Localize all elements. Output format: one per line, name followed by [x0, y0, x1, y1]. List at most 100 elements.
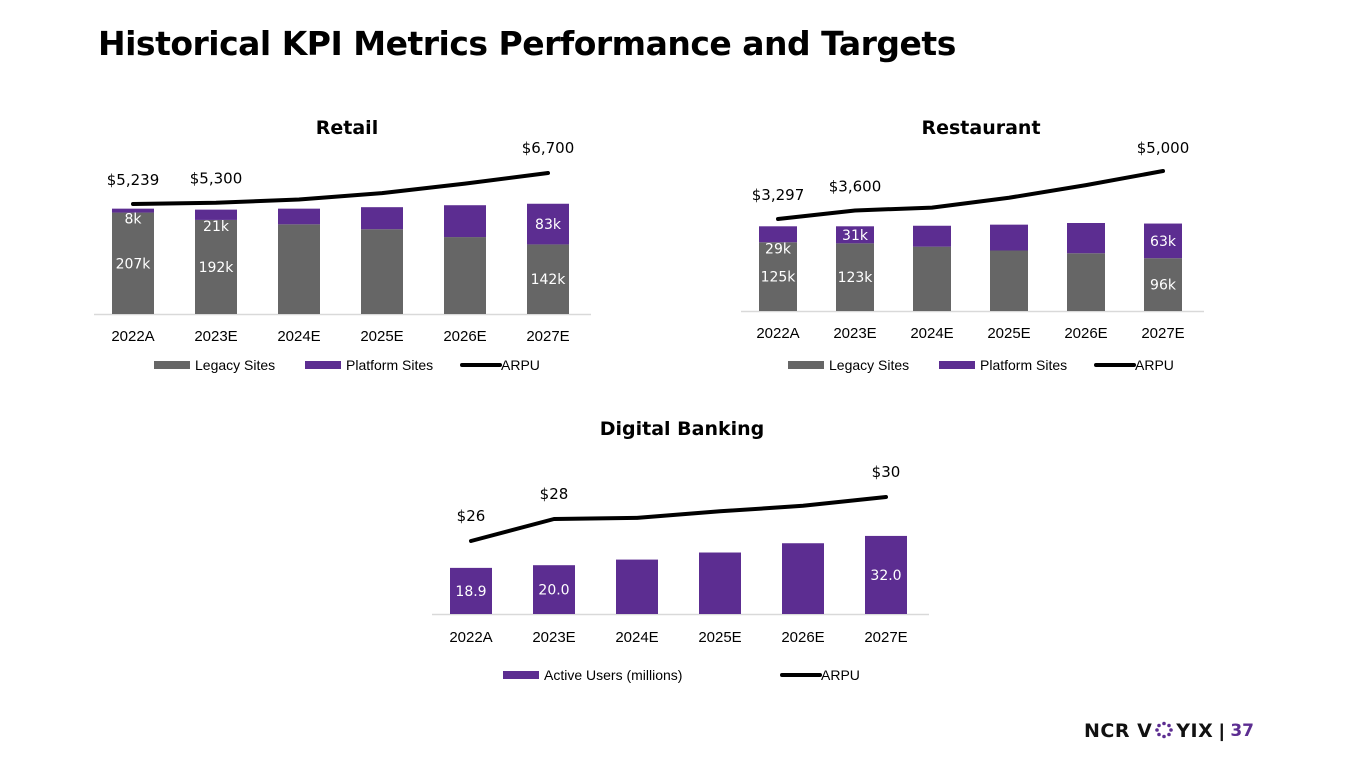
arpu-data-label: $6,700: [522, 139, 575, 157]
x-tick-label: 2026E: [1064, 325, 1107, 342]
arpu-data-label: $3,297: [752, 186, 805, 204]
bar-legacy-sites: [444, 237, 486, 314]
arpu-line: [469, 495, 888, 543]
bar-platform-sites: [759, 226, 797, 243]
bar-data-label: 125k: [761, 270, 797, 286]
bar-data-label: 192k: [199, 260, 235, 276]
bar-active-users-millions: [616, 559, 658, 614]
x-tick-label: 2022A: [449, 629, 492, 646]
bar-data-label: 63k: [1150, 234, 1177, 250]
bar-active-users-millions: [699, 552, 741, 614]
bar-data-label: 32.0: [870, 568, 901, 584]
x-tick-label: 2027E: [1141, 325, 1184, 342]
bar-data-label: 8k: [124, 212, 142, 228]
logo-dot-ring-icon: [1155, 721, 1174, 739]
x-tick-label: 2026E: [781, 629, 824, 646]
ncr-voyix-logo: NCR V YIX: [1084, 720, 1213, 742]
bar-legacy-sites: [278, 224, 320, 314]
x-tick-label: 2024E: [277, 328, 320, 345]
bar-platform-sites: [527, 203, 569, 245]
x-tick-label: 2023E: [532, 629, 575, 646]
bar-legacy-sites: [913, 246, 951, 311]
bar-platform-sites: [990, 224, 1028, 251]
x-tick-label: 2022A: [756, 325, 799, 342]
legend-swatch: [788, 361, 824, 369]
bar-data-label: 21k: [203, 219, 230, 235]
bar-platform-sites: [112, 208, 154, 213]
page-number: 37: [1230, 721, 1254, 741]
legend-swatch: [939, 361, 975, 369]
bar-data-label: 142k: [531, 272, 567, 288]
bar-platform-sites: [195, 209, 237, 220]
legend-label: Platform Sites: [346, 357, 433, 373]
legend-item: Active Users (millions): [503, 667, 682, 683]
chart-title: Retail: [316, 117, 378, 139]
bar-data-label: 83k: [535, 217, 562, 233]
legend-item: ARPU: [460, 357, 540, 373]
footer: NCR V YIX | 37: [1084, 720, 1254, 742]
arpu-line: [131, 171, 550, 206]
logo-text-left: NCR V: [1084, 720, 1153, 742]
arpu-data-label: $5,300: [190, 170, 243, 188]
x-tick-label: 2027E: [864, 629, 907, 646]
bar-legacy-sites: [836, 243, 874, 311]
digital-banking-chart: Digital Banking 18.9 2022A 20.0 2023E 2024E 2…: [432, 418, 929, 683]
bar-legacy-sites: [1067, 253, 1105, 311]
restaurant-chart: Restaurant 125k 29k 2022A 123k 31k 2023E 2024E…: [741, 117, 1204, 373]
x-tick-label: 2026E: [443, 328, 486, 345]
chart-title: Digital Banking: [600, 418, 765, 440]
bar-legacy-sites: [1144, 258, 1182, 311]
bar-data-label: 31k: [842, 228, 869, 244]
legend-label: Platform Sites: [980, 357, 1067, 373]
bar-active-users-millions: [450, 567, 492, 614]
bar-legacy-sites: [195, 219, 237, 314]
arpu-data-label: $26: [457, 507, 486, 525]
legend-label: Active Users (millions): [544, 667, 682, 683]
x-tick-label: 2025E: [360, 328, 403, 345]
bar-data-label: 123k: [838, 270, 874, 286]
retail-chart: Retail 207k 8k 2022A 192k 21k 2023E 2024E 2025E…: [94, 117, 591, 373]
x-tick-label: 2022A: [111, 328, 154, 345]
arpu-data-label: $28: [540, 485, 569, 503]
x-tick-label: 2024E: [910, 325, 953, 342]
bar-data-label: 96k: [1150, 278, 1177, 294]
x-tick-label: 2024E: [615, 629, 658, 646]
logo-text-right: YIX: [1176, 720, 1214, 742]
page-title: Historical KPI Metrics Performance and T…: [98, 24, 956, 63]
bar-platform-sites: [1144, 223, 1182, 259]
x-tick-label: 2023E: [194, 328, 237, 345]
legend-item: Platform Sites: [939, 357, 1067, 373]
bar-active-users-millions: [533, 565, 575, 614]
footer-separator: |: [1219, 720, 1225, 741]
bar-platform-sites: [913, 225, 951, 247]
chart-title: Restaurant: [921, 117, 1040, 139]
legend-label: ARPU: [821, 667, 860, 683]
bar-data-label: 29k: [765, 241, 792, 257]
bar-active-users-millions: [782, 543, 824, 614]
legend-item: ARPU: [1094, 357, 1174, 373]
legend-item: ARPU: [780, 667, 860, 683]
x-tick-label: 2025E: [987, 325, 1030, 342]
x-tick-label: 2025E: [698, 629, 741, 646]
legend-swatch: [154, 361, 190, 369]
legend-item: Legacy Sites: [788, 357, 909, 373]
bar-platform-sites: [444, 205, 486, 238]
bar-active-users-millions: [865, 535, 907, 614]
legend-item: Platform Sites: [305, 357, 433, 373]
legend-item: Legacy Sites: [154, 357, 275, 373]
arpu-line: [776, 169, 1165, 221]
bar-platform-sites: [1067, 223, 1105, 254]
bar-platform-sites: [278, 208, 320, 225]
bar-legacy-sites: [759, 242, 797, 311]
arpu-data-label: $5,239: [107, 171, 160, 189]
arpu-data-label: $3,600: [829, 177, 882, 195]
bar-data-label: 20.0: [538, 583, 569, 599]
bar-platform-sites: [361, 207, 403, 230]
legend-label: ARPU: [1135, 357, 1174, 373]
legend-label: ARPU: [501, 357, 540, 373]
bar-platform-sites: [836, 226, 874, 244]
legend-swatch: [305, 361, 341, 369]
legend-swatch: [503, 671, 539, 679]
arpu-data-label: $5,000: [1137, 139, 1190, 157]
bar-data-label: 207k: [116, 256, 152, 272]
